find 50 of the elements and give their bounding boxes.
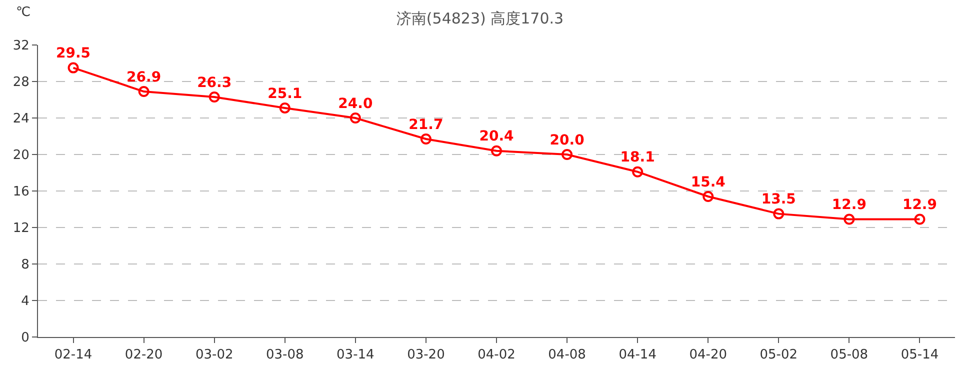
x-tick-label: 03-02: [195, 348, 234, 363]
data-label: 18.1: [620, 150, 655, 166]
x-tick-label: 02-20: [124, 348, 163, 363]
x-tick-label: 04-08: [548, 348, 586, 363]
data-label: 15.4: [690, 174, 726, 190]
x-tick-label: 02-14: [54, 348, 92, 363]
data-label: 29.5: [56, 46, 91, 62]
y-tick-label: 8: [21, 258, 30, 273]
point: [491, 145, 502, 156]
x-tick-label: 04-14: [618, 348, 656, 363]
y-tick-label: 0: [21, 330, 30, 346]
x-tick-label: 03-14: [336, 348, 374, 363]
point: [279, 102, 290, 114]
y-tick-label: 20: [12, 148, 30, 164]
y-tick-label: 4: [21, 294, 30, 310]
data-label: 26.3: [197, 74, 232, 91]
data-label: 24.0: [338, 96, 373, 112]
data-label: 25.1: [268, 86, 302, 102]
y-tick-label: 28: [12, 75, 30, 90]
point: [68, 62, 79, 74]
y-tick-label: 16: [12, 184, 30, 200]
x-tick-label: 05-14: [900, 348, 939, 363]
data-label: 26.9: [126, 69, 162, 86]
x-tick-label: 05-02: [760, 348, 798, 363]
data-label: 12.9: [832, 197, 866, 214]
y-tick-label: 12: [12, 221, 30, 236]
chart-title: 济南(54823) 高度170.3: [396, 10, 564, 28]
point: [632, 166, 644, 178]
y-tick-label: 32: [12, 38, 30, 54]
x-tick-label: 05-08: [830, 348, 868, 363]
point: [702, 190, 714, 202]
point: [138, 86, 150, 98]
x-tick-label: 04-20: [689, 348, 728, 363]
y-axis-title: ℃: [16, 5, 31, 20]
data-label: 20.0: [550, 132, 585, 148]
data-label: 20.4: [479, 128, 514, 145]
x-tick-label: 03-08: [266, 348, 304, 363]
point: [773, 208, 784, 220]
x-tick-label: 04-02: [478, 348, 516, 363]
data-label: 21.7: [408, 116, 444, 133]
data-label: 13.5: [761, 192, 796, 208]
point: [420, 133, 432, 144]
point: [914, 214, 926, 225]
y-tick-label: 24: [12, 112, 30, 127]
data-label: 12.9: [902, 197, 938, 214]
point: [562, 149, 573, 160]
point: [350, 112, 361, 124]
x-tick-label: 03-20: [407, 348, 445, 363]
point: [844, 214, 855, 225]
point: [208, 92, 220, 103]
